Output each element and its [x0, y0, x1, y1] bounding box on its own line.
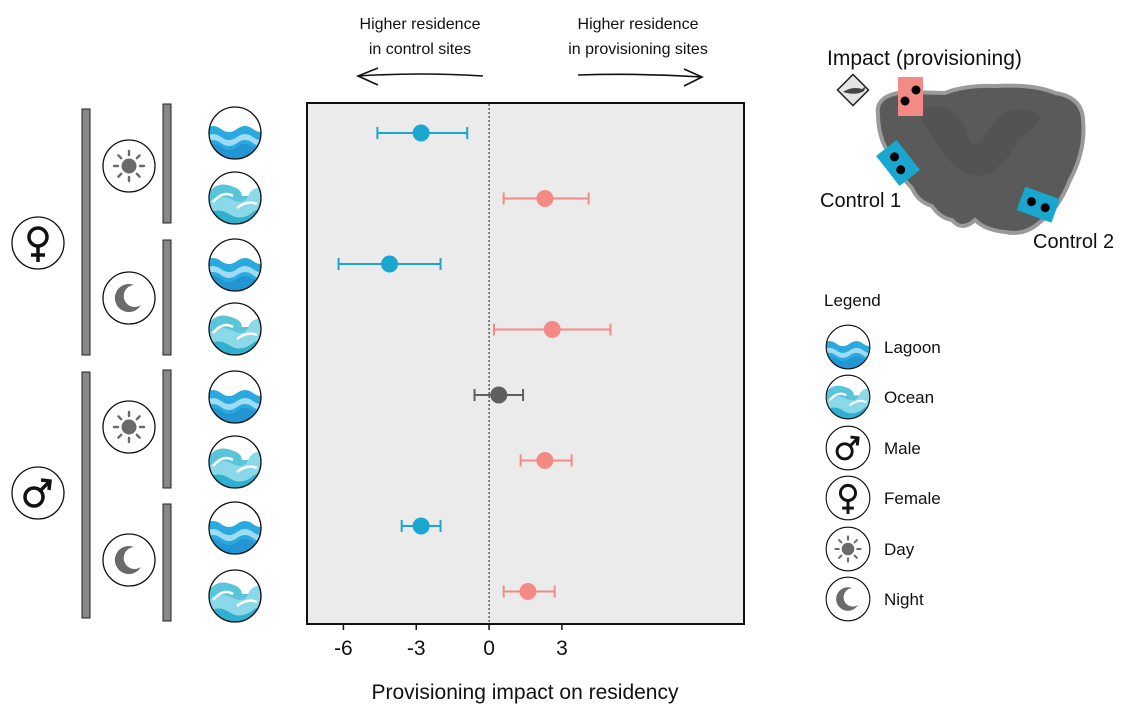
legend-item-night: Night	[825, 576, 924, 622]
legend-label-male: Male	[884, 439, 921, 458]
male-group-bar	[81, 371, 91, 619]
female-night-group-bar	[162, 239, 172, 356]
estimate-row	[492, 321, 612, 338]
x-tick-label: 3	[556, 637, 568, 660]
estimate-row	[473, 386, 525, 404]
estimate-point	[543, 321, 561, 338]
male-night-group-bar	[162, 503, 172, 622]
ocean-icon	[823, 375, 877, 422]
day-icon	[825, 526, 871, 572]
estimate-point	[412, 124, 430, 142]
estimate-point	[412, 517, 430, 535]
legend-label-ocean: Ocean	[884, 388, 934, 407]
impact-site-marker	[898, 77, 923, 116]
x-tick-label: -3	[407, 637, 426, 660]
lagoon-icon	[205, 371, 269, 427]
legend-label-night: Night	[884, 590, 924, 609]
day-icon	[101, 399, 157, 455]
estimate-row	[519, 452, 573, 469]
ocean-icon	[205, 303, 269, 359]
ocean-icon	[205, 570, 269, 626]
estimate-point	[381, 255, 399, 273]
control2-site-label: Control 2	[1033, 231, 1114, 253]
x-axis-label: Provisioning impact on residency	[372, 681, 679, 704]
legend-label-day: Day	[884, 540, 915, 559]
left-direction-line1: Higher residence	[360, 16, 481, 33]
estimate-point	[536, 190, 554, 207]
right-direction-line2: in provisioning sites	[568, 41, 708, 58]
legend-label-female: Female	[884, 489, 941, 508]
x-tick-label: 0	[483, 637, 495, 660]
left-direction-line2: in control sites	[369, 41, 471, 58]
night-icon	[102, 271, 156, 325]
night-icon	[825, 576, 871, 622]
male-icon	[824, 424, 872, 472]
impact-site-label: Impact (provisioning)	[827, 47, 1022, 70]
control1-site-label: Control 1	[820, 190, 901, 212]
male-day-group-bar	[162, 369, 172, 489]
lagoon-icon	[205, 502, 269, 558]
estimate-point	[519, 583, 537, 600]
left-arrow	[355, 67, 484, 86]
right-direction-line1: Higher residence	[578, 16, 699, 33]
estimate-row	[376, 124, 469, 142]
lagoon-icon	[205, 107, 269, 163]
estimate-point	[536, 452, 554, 469]
estimate-row	[502, 190, 590, 207]
legend-item-male: Male	[824, 424, 921, 472]
legend-item-day: Day	[825, 526, 915, 572]
estimate-row	[400, 517, 442, 535]
legend-item-female: Female	[824, 474, 941, 522]
legend-item-lagoon: Lagoon	[823, 325, 941, 372]
shark-diamond-icon	[836, 73, 870, 107]
female-icon	[10, 215, 66, 271]
lagoon-icon	[205, 239, 269, 295]
male-icon	[10, 465, 66, 521]
day-icon	[101, 138, 157, 194]
estimate-point	[490, 386, 508, 404]
female-icon	[824, 474, 872, 522]
estimate-row	[502, 583, 556, 600]
lagoon-icon	[823, 325, 877, 372]
control1-site-marker	[876, 140, 920, 186]
female-group-bar	[81, 108, 91, 356]
x-tick-label: -6	[334, 637, 353, 660]
female-day-group-bar	[162, 103, 172, 224]
control2-site-marker	[1016, 186, 1060, 223]
legend-label-lagoon: Lagoon	[884, 338, 941, 357]
legend-item-ocean: Ocean	[823, 375, 934, 422]
right-arrow	[577, 68, 704, 87]
ocean-icon	[205, 172, 269, 228]
estimate-row	[337, 255, 442, 273]
ocean-icon	[205, 436, 269, 492]
legend-title: Legend	[824, 291, 881, 310]
plot-panel	[306, 102, 745, 625]
night-icon	[102, 533, 156, 587]
